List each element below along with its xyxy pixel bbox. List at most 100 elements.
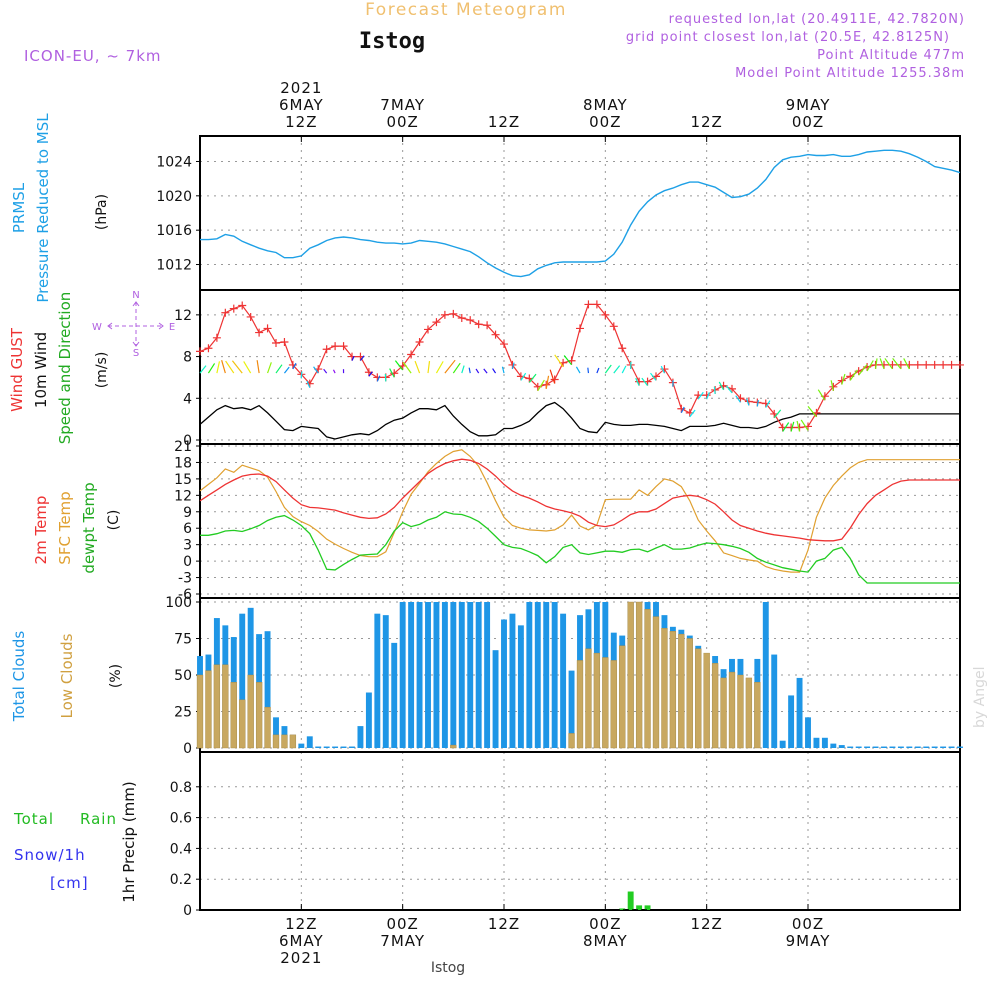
wind-arrow bbox=[313, 366, 319, 374]
wind-arrow bbox=[587, 367, 590, 374]
wind-arrow bbox=[575, 366, 581, 374]
clouds-unit: (%) bbox=[108, 664, 124, 688]
total-cloud-bar bbox=[315, 746, 322, 748]
gust-marker bbox=[212, 333, 221, 342]
low-cloud-bar bbox=[213, 664, 221, 749]
gust-marker bbox=[500, 340, 508, 349]
bottom-time-label: 8MAY bbox=[583, 932, 628, 950]
plot-area: 101210161020102404812-6-3036912151821025… bbox=[156, 79, 964, 967]
y-tick-label: 0.2 bbox=[170, 872, 192, 888]
footer-station: Istog bbox=[431, 960, 465, 976]
wind-arrow bbox=[537, 379, 545, 392]
wind-speed-line bbox=[199, 401, 960, 440]
y-tick-label: 0.8 bbox=[170, 780, 192, 796]
gust-marker bbox=[474, 320, 483, 329]
wind-labels: Wind GUST 10m Wind Speed and Direction (… bbox=[8, 290, 175, 444]
gust-marker bbox=[322, 345, 331, 354]
pressure-labels: PRMSL Pressure Reduced to MSL (hPa) bbox=[10, 113, 110, 303]
total-cloud-bar bbox=[273, 717, 279, 748]
wind-arrow bbox=[735, 395, 741, 403]
gust-marker bbox=[601, 310, 610, 319]
total-cloud-bar bbox=[239, 613, 246, 748]
gust-marker bbox=[609, 322, 618, 331]
top-time-label: 00Z bbox=[589, 113, 621, 131]
gust-marker bbox=[272, 339, 280, 348]
wind-arrow bbox=[461, 365, 465, 374]
wind-arrow bbox=[520, 372, 527, 381]
low-cloud-bar bbox=[264, 706, 271, 749]
total-cloud-bar bbox=[484, 602, 491, 748]
wind-arrow bbox=[604, 364, 612, 374]
total-cloud-bar bbox=[923, 746, 930, 748]
wind-arrow bbox=[782, 422, 790, 432]
rain-bar bbox=[627, 891, 634, 910]
wind-arrow bbox=[394, 360, 404, 371]
panel-frame bbox=[199, 443, 961, 599]
low-cloud-bar bbox=[205, 670, 212, 749]
gust-marker bbox=[221, 308, 230, 317]
wind-arrow bbox=[492, 368, 497, 374]
wind-arrow bbox=[725, 385, 733, 394]
total-cloud-bar bbox=[526, 602, 533, 748]
gust-marker bbox=[922, 360, 931, 369]
wind-arrow bbox=[549, 369, 556, 384]
gust-marker bbox=[204, 344, 213, 353]
pressure-label-2: Pressure Reduced to MSL bbox=[34, 113, 52, 303]
low-cloud-bar bbox=[635, 601, 643, 749]
gust-marker bbox=[939, 360, 948, 369]
low-cloud-bar bbox=[737, 674, 744, 749]
wind-arrow bbox=[866, 360, 874, 372]
total-cloud-bar bbox=[568, 670, 575, 748]
wind-arrow bbox=[689, 409, 696, 418]
gust-marker bbox=[440, 310, 449, 319]
bottom-time-label: 2021 bbox=[280, 949, 322, 967]
meteogram-title: Forecast Meteogram bbox=[365, 0, 567, 20]
low-cloud-bar bbox=[678, 633, 685, 749]
total-cloud-bar bbox=[906, 746, 913, 748]
gust-marker bbox=[947, 360, 956, 369]
panel-frame bbox=[199, 751, 961, 911]
total-cloud-bar bbox=[914, 746, 921, 748]
wind-arrow bbox=[697, 391, 704, 400]
wind-arrow bbox=[765, 400, 771, 408]
wind-arrow bbox=[256, 360, 260, 374]
bottom-time-label: 12Z bbox=[690, 915, 722, 933]
total-cloud-bar bbox=[492, 650, 499, 748]
total-cloud-bar bbox=[864, 746, 871, 748]
gust-marker bbox=[238, 301, 247, 310]
total-cloud-bar bbox=[821, 737, 828, 748]
gust-marker bbox=[618, 344, 627, 353]
gust-marker bbox=[432, 318, 441, 327]
gust-marker bbox=[956, 360, 964, 369]
wind-arrow bbox=[306, 380, 311, 388]
wind-label: 10m Wind bbox=[32, 332, 50, 408]
wind-arrow bbox=[275, 364, 283, 374]
y-tick-label: 6 bbox=[183, 521, 192, 537]
gust-marker bbox=[457, 313, 466, 322]
low-cloud-bar bbox=[230, 682, 237, 749]
wind-arrow bbox=[756, 400, 759, 407]
y-tick-label: -6 bbox=[178, 587, 192, 603]
low-cloud-bar bbox=[686, 638, 693, 749]
gust-markers bbox=[196, 300, 964, 432]
bottom-time-label: 6MAY bbox=[279, 932, 324, 950]
top-time-label: 8MAY bbox=[583, 96, 628, 114]
y-tick-label: 4 bbox=[183, 391, 192, 407]
total-cloud-bar bbox=[441, 602, 448, 748]
wind-arrow bbox=[817, 389, 826, 401]
wind-arrow bbox=[641, 377, 649, 386]
wind-arrow bbox=[435, 361, 444, 374]
wind-arrow bbox=[563, 355, 573, 366]
temp-dew-label: dewpt Temp bbox=[80, 482, 98, 573]
low-cloud-bar bbox=[568, 733, 575, 749]
gust-marker bbox=[576, 324, 584, 333]
total-cloud-bar bbox=[298, 743, 305, 748]
wind-arrow bbox=[796, 420, 801, 432]
wind-arrow bbox=[879, 358, 885, 370]
low-clouds-label: Low Clouds bbox=[58, 633, 76, 718]
bottom-time-label: 12Z bbox=[285, 915, 317, 933]
compass-icon: N S W E bbox=[92, 290, 175, 359]
total-cloud-bar bbox=[408, 602, 415, 748]
wind-arrow bbox=[501, 366, 505, 374]
